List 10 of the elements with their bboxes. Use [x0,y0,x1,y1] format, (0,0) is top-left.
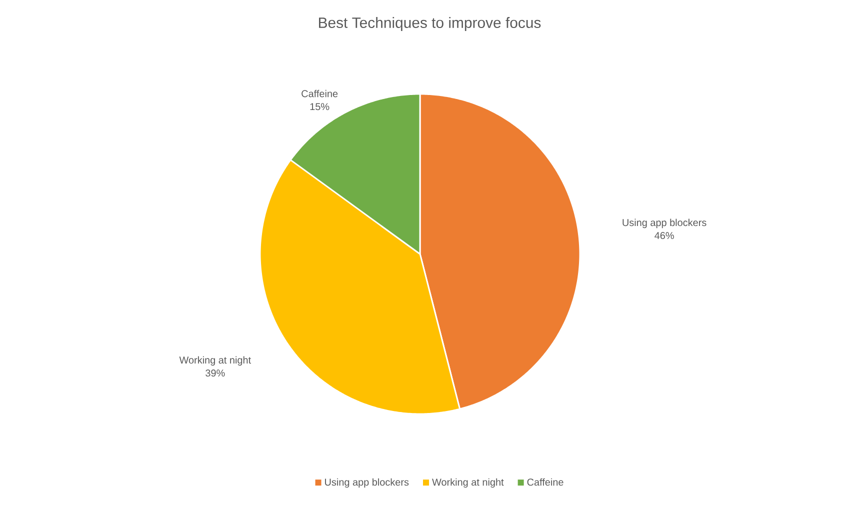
legend-label: Using app blockers [325,478,409,488]
slice-label: Caffeine [302,90,338,98]
data-label: 15% [310,103,330,110]
data-label: 46% [654,232,674,240]
chart-title: Best Techniques to improve focus [319,17,541,31]
data-label: 39% [206,370,225,377]
slice-label: Working at night [179,356,251,366]
slice-label: Using app blockers [622,218,706,228]
legend-label: Caffeine [527,478,564,486]
legend-label: Working at night [432,478,504,488]
